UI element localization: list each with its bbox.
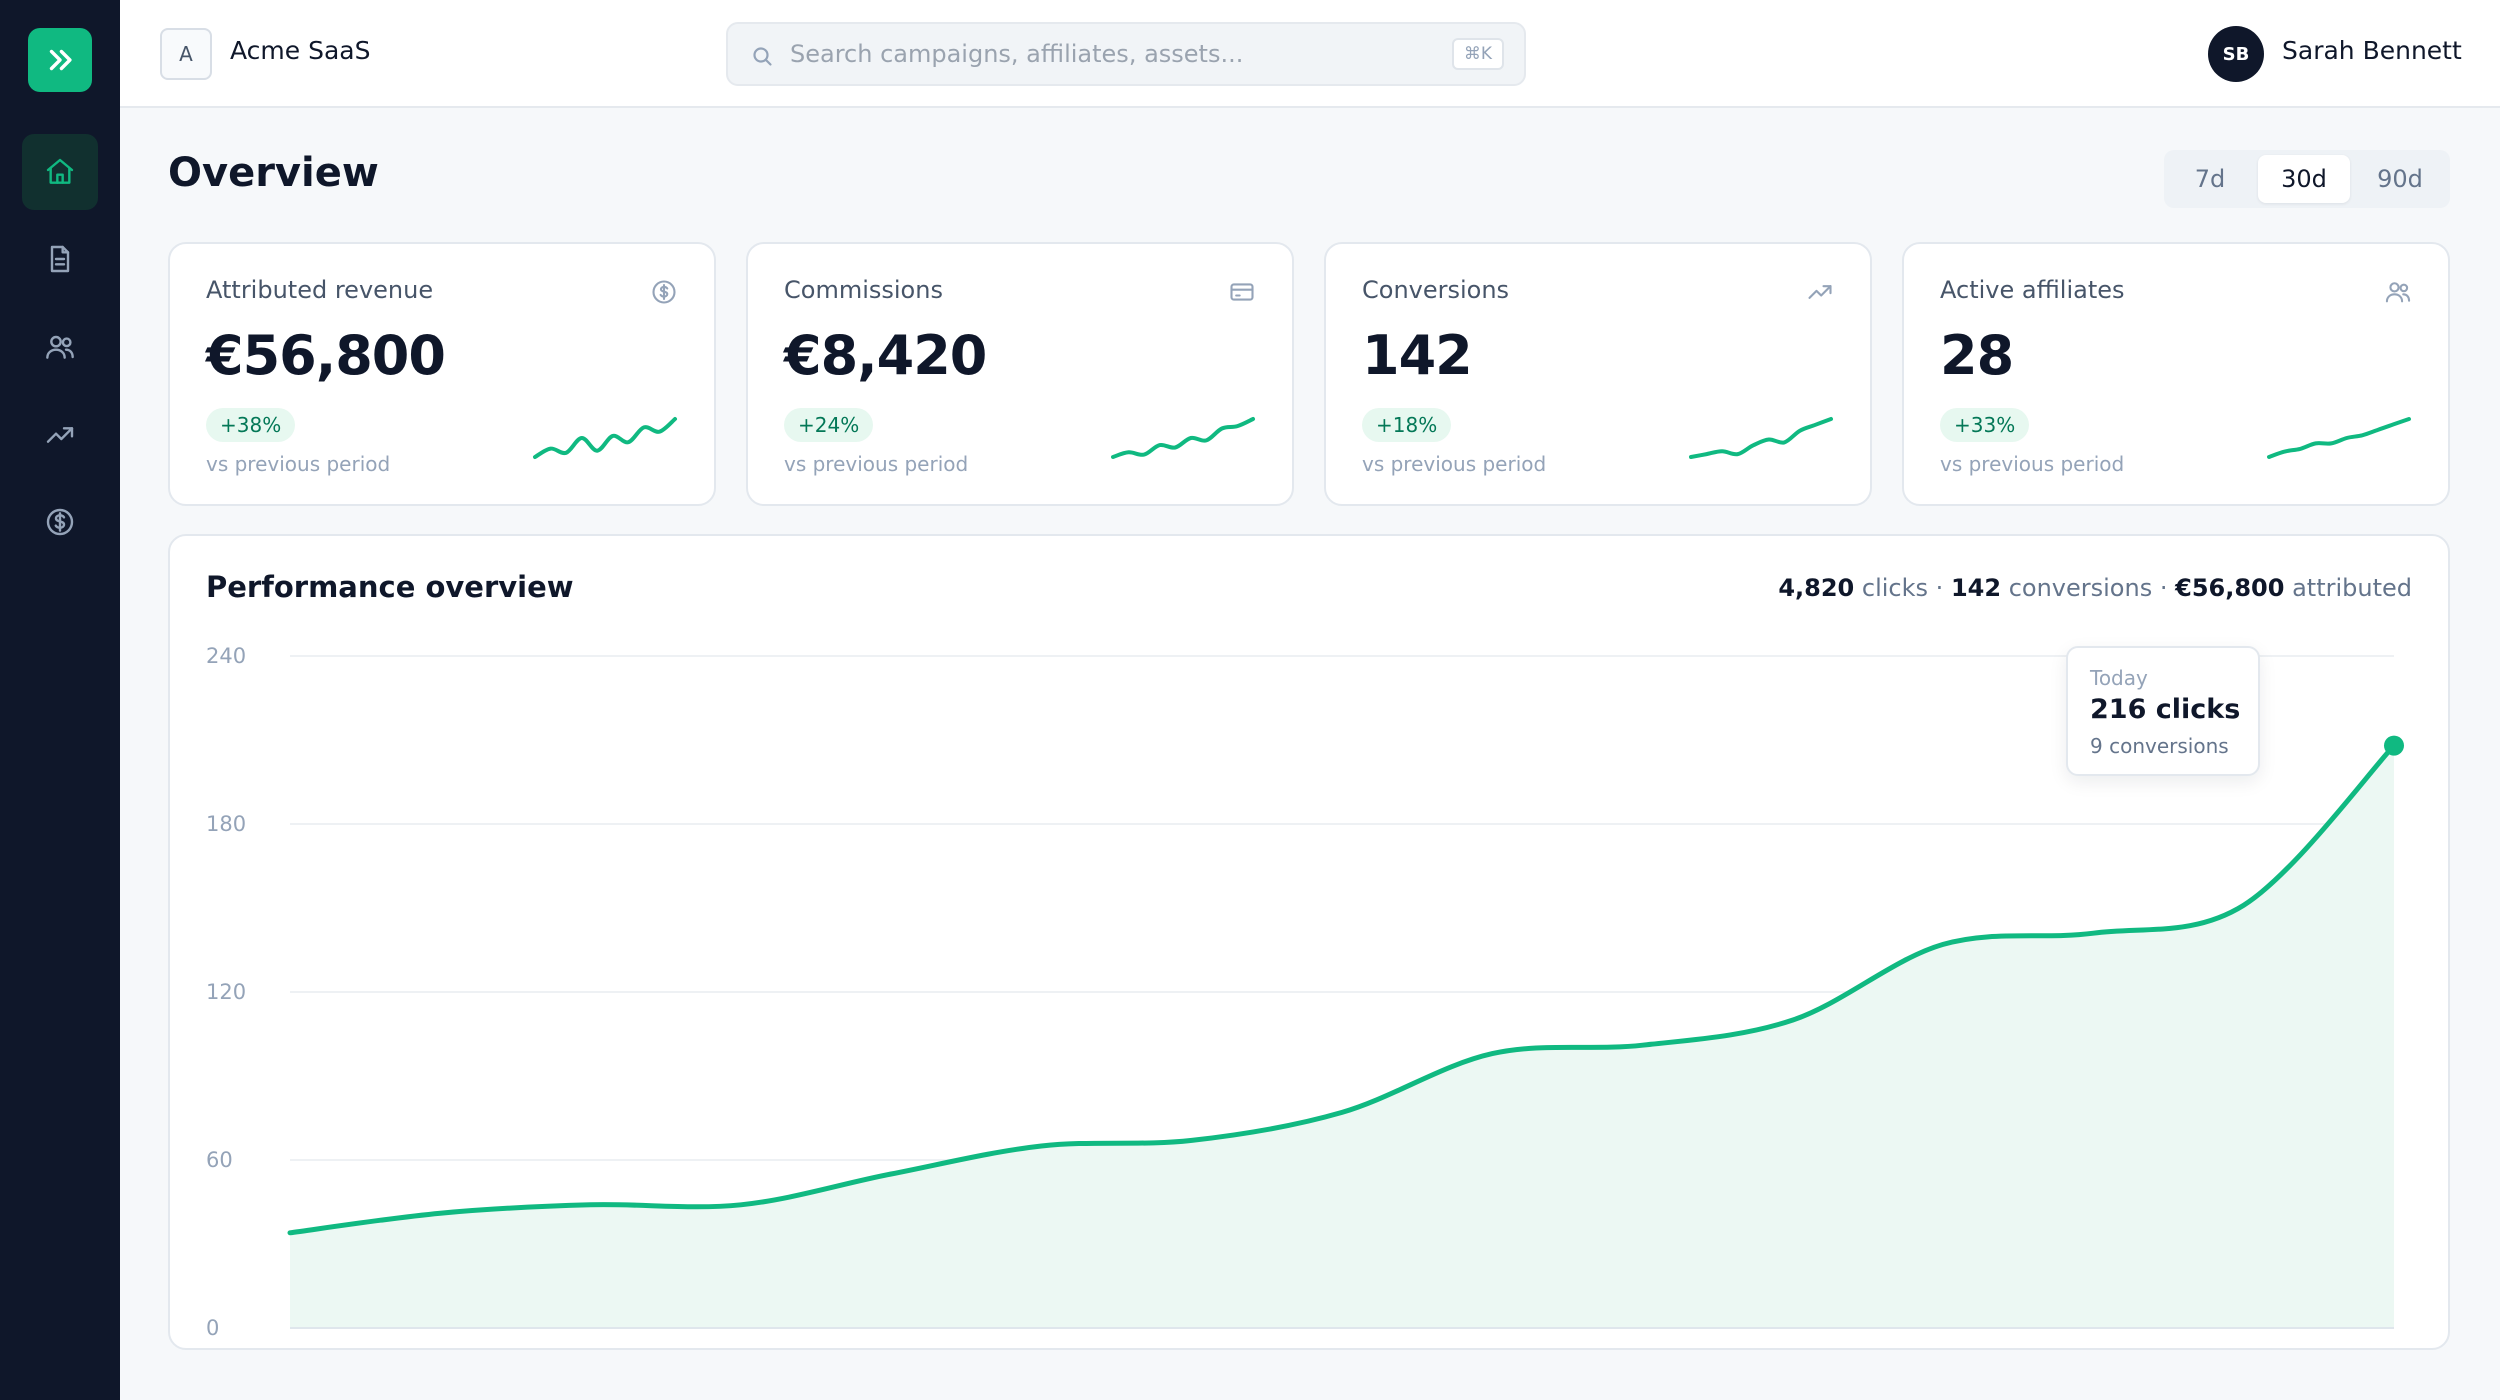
kpi-label: Commissions [784, 276, 943, 304]
home-icon [46, 158, 74, 184]
sidebar-item-affiliates[interactable] [22, 309, 98, 385]
kpi-label: Active affiliates [1940, 276, 2125, 304]
summary-clicks-label: clicks [1861, 574, 1929, 602]
summary-separator: · [2159, 574, 2168, 602]
y-tick-label: 180 [206, 812, 246, 836]
chart-summary: 4,820 clicks · 142 conversions · €56,800… [1778, 574, 2412, 602]
summary-separator: · [1935, 574, 1944, 602]
performance-chart-card: 0 60 120 180 240 Performance overview 4,820 … [168, 534, 2450, 1350]
document-icon [50, 245, 70, 273]
sidebar-item-payouts[interactable] [22, 484, 98, 560]
sidebar-item-documents[interactable] [22, 221, 98, 297]
page-title: Overview [168, 150, 379, 196]
credit-card-icon [1230, 283, 1254, 301]
kpi-label: Attributed revenue [206, 276, 434, 304]
users-icon [2385, 282, 2411, 303]
app-logo[interactable] [28, 28, 92, 92]
kpi-sparkline [2267, 417, 2411, 459]
summary-conversions-label: conversions [2008, 574, 2153, 602]
tooltip-clicks: 216 clicks [2090, 694, 2241, 725]
workspace-badge[interactable]: A [160, 28, 212, 80]
tooltip-conversions: 9 conversions [2090, 734, 2229, 758]
search-icon [753, 47, 772, 66]
kpi-label: Conversions [1362, 276, 1510, 304]
user-name[interactable]: Sarah Bennett [2282, 36, 2462, 65]
kpi-comparison-text: vs previous period [206, 452, 391, 476]
summary-clicks-value: 4,820 [1778, 574, 1855, 602]
y-tick-label: 0 [206, 1316, 219, 1340]
kpi-sparkline [533, 417, 677, 459]
search-input[interactable] [790, 24, 1410, 84]
users-icon [46, 335, 74, 359]
summary-attributed-label: attributed [2292, 574, 2412, 602]
kpi-delta-badge: +33% [1940, 408, 2030, 442]
search-bar[interactable]: ⌘K [726, 22, 1526, 86]
dollar-icon [46, 508, 74, 536]
y-tick-label: 240 [206, 644, 246, 668]
kpi-card-revenue[interactable]: Attributed revenue €56,800 +38% vs previ… [168, 242, 716, 506]
kpi-card-commissions[interactable]: Commissions €8,420 +24% vs previous peri… [746, 242, 1294, 506]
date-range-selector: 7d 30d 90d [2164, 150, 2450, 208]
kpi-comparison-text: vs previous period [1940, 452, 2125, 476]
trending-up-icon [46, 427, 74, 443]
y-tick-label: 120 [206, 980, 246, 1004]
kpi-delta-badge: +38% [206, 408, 296, 442]
area-fill [290, 745, 2394, 1328]
top-bar: A Acme SaaS ⌘K SB Sarah Bennett [120, 0, 2500, 108]
kpi-value: €8,420 [784, 324, 987, 387]
kpi-card-affiliates[interactable]: Active affiliates 28 +33% vs previous pe… [1902, 242, 2450, 506]
dollar-circle-icon [652, 280, 676, 304]
performance-chart[interactable]: 0 60 120 180 240 [170, 536, 2452, 1352]
sidebar-item-home[interactable] [22, 134, 98, 210]
chart-tooltip: Today 216 clicks 9 conversions [2066, 646, 2260, 776]
kpi-comparison-text: vs previous period [1362, 452, 1547, 476]
chart-title: Performance overview [206, 570, 574, 604]
search-shortcut-hint: ⌘K [1451, 38, 1504, 70]
kpi-value: €56,800 [206, 324, 446, 387]
kpi-card-conversions[interactable]: Conversions 142 +18% vs previous period [1324, 242, 1872, 506]
y-tick-label: 60 [206, 1148, 233, 1172]
data-point-today [2384, 735, 2404, 756]
kpi-value: 142 [1362, 324, 1473, 387]
trending-up-icon [1808, 285, 1832, 299]
kpi-value: 28 [1940, 324, 2014, 387]
summary-conversions-value: 142 [1950, 574, 2002, 602]
kpi-comparison-text: vs previous period [784, 452, 969, 476]
range-30d-button[interactable]: 30d [2258, 155, 2350, 203]
kpi-delta-badge: +18% [1362, 408, 1452, 442]
kpi-sparkline [1111, 417, 1255, 459]
user-avatar[interactable]: SB [2208, 26, 2264, 82]
workspace-name[interactable]: Acme SaaS [230, 36, 371, 65]
tooltip-label: Today [2090, 666, 2148, 690]
sidebar-item-analytics[interactable] [22, 397, 98, 473]
kpi-sparkline [1689, 417, 1833, 459]
double-chevron-right-icon [49, 49, 72, 71]
sidebar [0, 0, 120, 1400]
kpi-delta-badge: +24% [784, 408, 874, 442]
range-90d-button[interactable]: 90d [2377, 165, 2423, 193]
range-7d-button[interactable]: 7d [2194, 165, 2226, 193]
series-line [287, 743, 2397, 1236]
summary-attributed-value: €56,800 [2175, 574, 2285, 602]
